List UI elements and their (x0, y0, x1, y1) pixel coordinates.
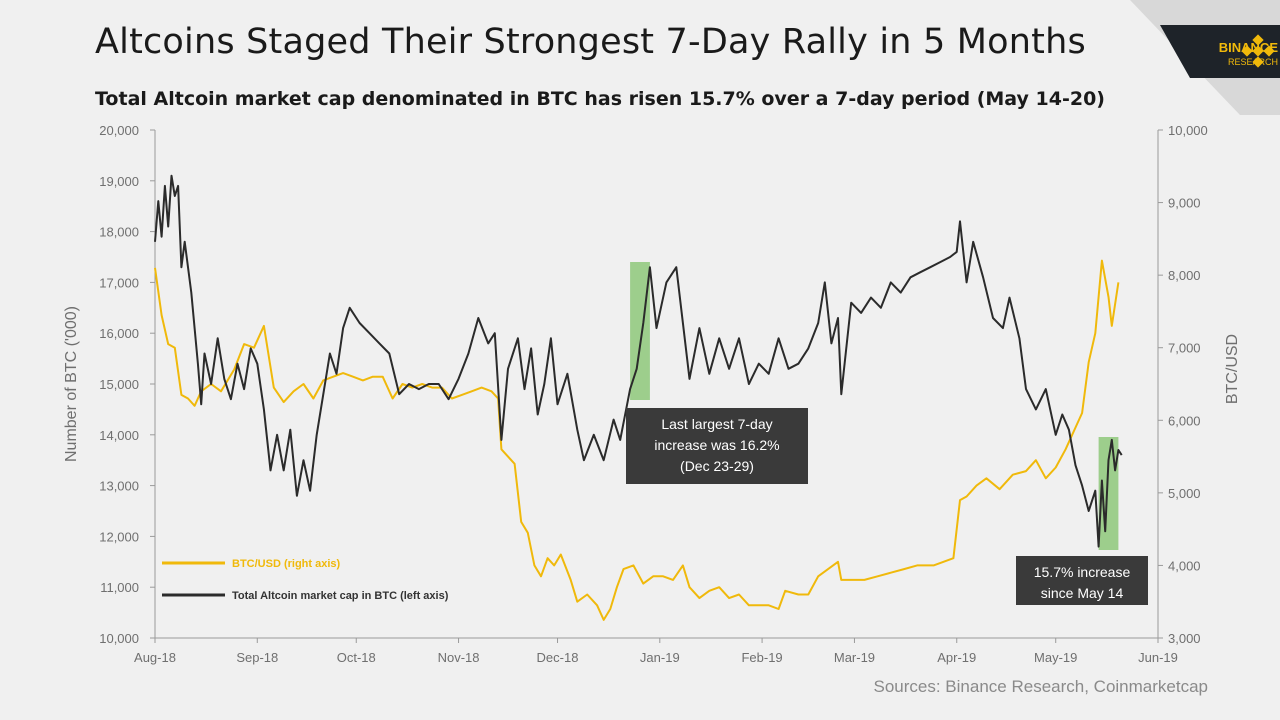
left-axis-title: Number of BTC ('000) (63, 306, 80, 462)
page-subtitle: Total Altcoin market cap denominated in … (95, 88, 1105, 110)
annotation-box (1016, 556, 1148, 605)
left-tick-label: 15,000 (99, 377, 139, 392)
left-tick-label: 14,000 (99, 428, 139, 443)
right-tick-label: 4,000 (1168, 558, 1201, 573)
highlight-band (1098, 437, 1119, 550)
annotation-text: Last largest 7-day (661, 416, 772, 432)
x-tick-label: Apr-19 (937, 650, 976, 665)
binance-research-logo: BINANCE RESEARCH (1090, 0, 1280, 115)
annotation-box (626, 408, 808, 484)
x-tick-label: Feb-19 (741, 650, 782, 665)
left-tick-label: 10,000 (99, 631, 139, 646)
btc-usd-line (154, 259, 1120, 621)
left-tick-label: 17,000 (99, 275, 139, 290)
annotation-text: since May 14 (1041, 585, 1124, 601)
x-tick-label: Jan-19 (640, 650, 680, 665)
right-tick-label: 10,000 (1168, 123, 1208, 138)
left-tick-label: 16,000 (99, 326, 139, 341)
left-tick-label: 12,000 (99, 529, 139, 544)
right-tick-label: 7,000 (1168, 341, 1201, 356)
left-tick-label: 20,000 (99, 123, 139, 138)
binance-diamond-icon (1241, 34, 1275, 68)
annotation-text: (Dec 23-29) (680, 458, 754, 474)
page-title: Altcoins Staged Their Strongest 7-Day Ra… (95, 22, 1086, 62)
highlight-band (630, 262, 650, 400)
brand-sub: RESEARCH (1228, 57, 1278, 67)
logo-band (1160, 25, 1280, 78)
right-tick-label: 9,000 (1168, 196, 1201, 211)
x-tick-label: Jun-19 (1138, 650, 1178, 665)
x-tick-label: Mar-19 (834, 650, 875, 665)
sources-note: Sources: Binance Research, Coinmarketcap (873, 677, 1209, 696)
left-tick-label: 11,000 (100, 580, 139, 595)
left-tick-label: 18,000 (99, 225, 139, 240)
x-tick-label: Sep-18 (236, 650, 278, 665)
x-tick-label: Oct-18 (337, 650, 376, 665)
altcoin-cap-line (154, 174, 1123, 548)
x-tick-label: Aug-18 (134, 650, 176, 665)
right-tick-label: 5,000 (1168, 486, 1201, 501)
annotation-text: 15.7% increase (1034, 564, 1131, 580)
x-tick-label: Dec-18 (537, 650, 579, 665)
right-tick-label: 8,000 (1168, 268, 1201, 283)
annotation-text: increase was 16.2% (654, 437, 779, 453)
right-axis-title: BTC/USD (1224, 334, 1241, 404)
legend-label: BTC/USD (right axis) (232, 558, 341, 570)
left-tick-label: 19,000 (99, 174, 139, 189)
brand-name: BINANCE (1219, 40, 1279, 55)
x-tick-label: May-19 (1034, 650, 1077, 665)
right-tick-label: 6,000 (1168, 413, 1201, 428)
x-tick-label: Nov-18 (438, 650, 480, 665)
left-tick-label: 13,000 (99, 479, 139, 494)
right-tick-label: 3,000 (1168, 631, 1201, 646)
legend-label: Total Altcoin market cap in BTC (left ax… (232, 590, 449, 602)
